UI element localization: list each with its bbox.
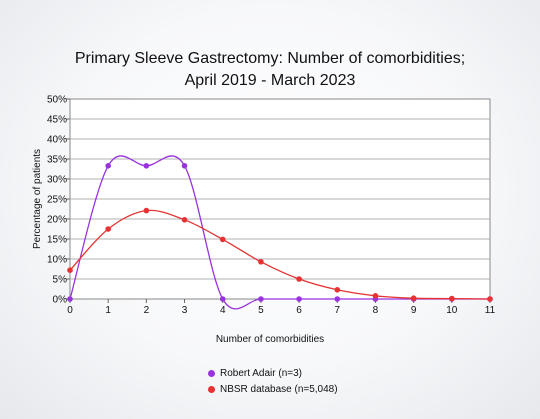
series-1-point xyxy=(219,296,226,302)
series-2-point xyxy=(67,267,73,274)
series-1-point xyxy=(67,296,73,302)
y-tick-label: 35% xyxy=(47,155,67,166)
x-tick-label: 10 xyxy=(446,305,458,316)
x-tick-label: 2 xyxy=(144,305,150,316)
x-tick-label: 11 xyxy=(485,305,496,316)
y-tick-label: 50% xyxy=(47,95,67,106)
series-1-point xyxy=(105,163,111,169)
series-2-point xyxy=(372,293,379,299)
x-tick-label: 9 xyxy=(411,305,417,316)
x-tick-label: 7 xyxy=(334,305,340,316)
x-tick-label: 5 xyxy=(258,305,264,316)
series-2-point xyxy=(143,207,150,214)
series-2-point xyxy=(181,217,188,223)
y-tick-label: 0% xyxy=(53,295,68,306)
x-tick-label: 3 xyxy=(182,305,188,316)
series-1-point xyxy=(143,163,150,169)
series-1-point xyxy=(296,296,302,302)
legend-item-series-1: Robert Adair (n=3) xyxy=(208,365,338,381)
legend-marker-series-1 xyxy=(208,369,215,377)
y-tick-label: 45% xyxy=(47,115,67,126)
legend-item-series-2: NBSR database (n=5,048) xyxy=(208,381,338,397)
legend-label-series-1: Robert Adair (n=3) xyxy=(220,367,302,379)
legend: Robert Adair (n=3) NBSR database (n=5,04… xyxy=(208,365,338,397)
y-tick-label: 25% xyxy=(47,195,67,206)
series-2-point xyxy=(258,259,264,265)
legend-marker-series-2 xyxy=(208,385,215,393)
y-tick-label: 10% xyxy=(47,255,67,266)
series-2-point xyxy=(219,236,226,243)
y-tick-label: 20% xyxy=(47,215,67,226)
series-2-line xyxy=(69,209,491,300)
y-tick-label: 30% xyxy=(47,175,67,186)
chart-title-line-1: Primary Sleeve Gastrectomy: Number of co… xyxy=(74,50,466,67)
legend-label-series-2: NBSR database (n=5,048) xyxy=(220,383,338,395)
series-1-point xyxy=(181,163,188,169)
chart-title: Primary Sleeve Gastrectomy: Number of co… xyxy=(0,48,540,92)
series-2-point xyxy=(410,295,417,302)
x-tick-label: 8 xyxy=(373,305,379,316)
x-tick-label: 6 xyxy=(296,305,302,316)
y-tick-label: 5% xyxy=(53,275,68,286)
x-axis-label: Number of comorbidities xyxy=(216,334,324,345)
y-tick-label: 15% xyxy=(47,235,67,246)
x-tick-label: 0 xyxy=(67,305,73,316)
series-1-point xyxy=(258,296,264,302)
y-tick-label: 40% xyxy=(47,135,67,146)
chart-title-line-2: April 2019 - March 2023 xyxy=(184,72,356,89)
x-tick-label: 1 xyxy=(105,305,111,316)
y-axis-label: Percentage of patients xyxy=(32,149,43,249)
series-2-point xyxy=(296,276,302,282)
x-tick-label: 4 xyxy=(220,305,226,316)
series-2-point xyxy=(334,287,341,293)
series-2-point xyxy=(105,226,111,232)
series-2-point xyxy=(487,296,493,302)
series-2-point xyxy=(449,295,455,302)
series-1-point xyxy=(334,296,341,302)
